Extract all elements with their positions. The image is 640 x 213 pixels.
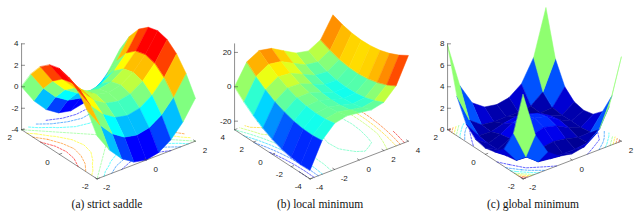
svg-text:4: 4	[14, 39, 19, 48]
svg-text:2: 2	[203, 146, 208, 155]
svg-text:-2: -2	[529, 183, 537, 192]
svg-text:4: 4	[221, 133, 226, 142]
svg-text:20: 20	[223, 48, 232, 57]
svg-text:0: 0	[154, 165, 159, 174]
svg-text:2: 2	[434, 133, 439, 142]
svg-text:-2: -2	[508, 182, 516, 191]
svg-text:-2: -2	[103, 183, 111, 192]
svg-text:0: 0	[227, 82, 232, 91]
svg-text:4: 4	[416, 146, 421, 155]
svg-text:4: 4	[440, 82, 445, 91]
svg-text:0: 0	[14, 82, 19, 91]
svg-text:2: 2	[629, 146, 634, 155]
svg-text:8: 8	[440, 39, 445, 48]
svg-text:0: 0	[440, 125, 445, 134]
svg-text:2: 2	[391, 155, 396, 164]
svg-text:2: 2	[14, 61, 19, 70]
svg-text:-2: -2	[341, 174, 349, 183]
svg-text:2: 2	[8, 133, 13, 142]
svg-text:(a) strict saddle: (a) strict saddle	[72, 198, 143, 211]
svg-text:2: 2	[440, 104, 445, 113]
svg-text:0: 0	[258, 158, 263, 167]
svg-text:0: 0	[580, 165, 585, 174]
svg-text:0: 0	[45, 158, 50, 167]
svg-text:-4: -4	[295, 182, 303, 191]
svg-text:-4: -4	[316, 183, 324, 192]
svg-text:6: 6	[440, 61, 445, 70]
svg-text:-2: -2	[82, 182, 90, 191]
svg-text:(b) local minimum: (b) local minimum	[277, 198, 363, 211]
svg-text:0: 0	[367, 165, 372, 174]
svg-text:-2: -2	[11, 104, 19, 113]
svg-text:(c) global minimum: (c) global minimum	[487, 198, 579, 211]
svg-text:-4: -4	[11, 125, 19, 134]
svg-text:0: 0	[471, 158, 476, 167]
svg-text:-20: -20	[220, 117, 232, 126]
svg-text:2: 2	[239, 145, 244, 154]
svg-text:-2: -2	[276, 170, 284, 179]
